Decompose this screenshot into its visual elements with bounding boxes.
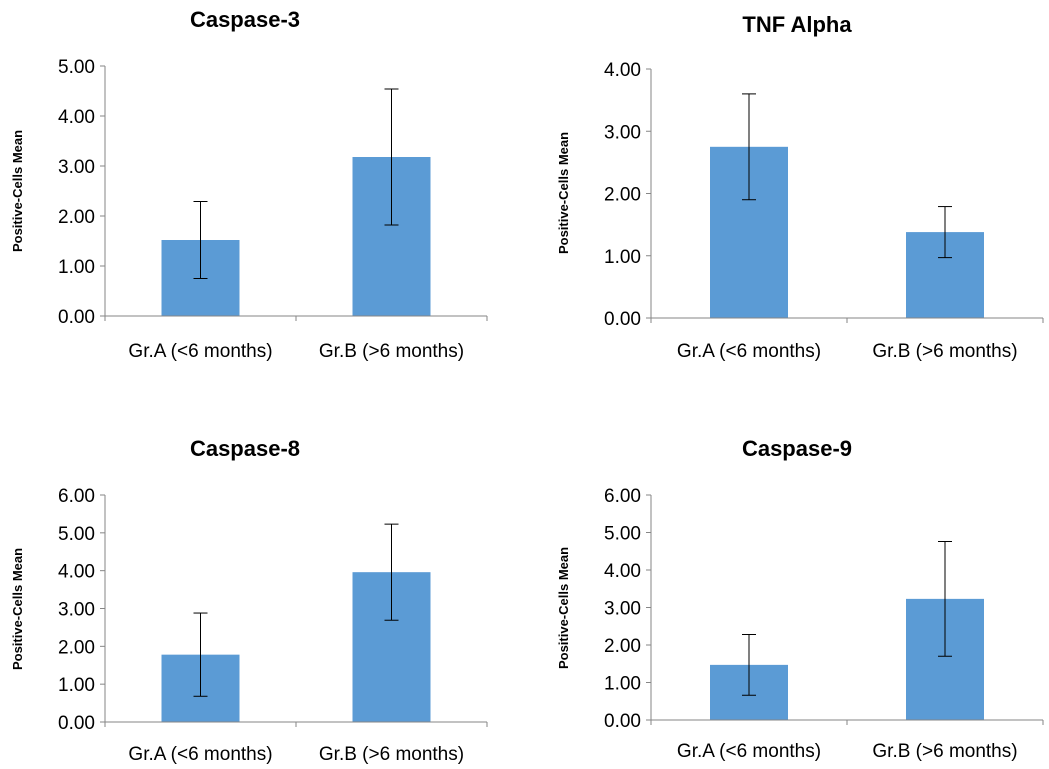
chart-title: TNF Alpha	[742, 12, 852, 37]
category-label-group-b: Gr.B (>6 months)	[872, 341, 1017, 362]
error-bars	[742, 541, 952, 696]
y-axis-ticks: 0.00 1.00 2.00 3.00 4.00 5.00	[58, 57, 488, 328]
y-tick-label: 0.00	[604, 309, 641, 330]
error-bar	[742, 93, 756, 201]
y-tick-label: 4.00	[58, 107, 95, 128]
y-tick-label: 2.00	[604, 636, 641, 657]
caspase-9-chart: Caspase-9 Positive-Cells Mean 0.00 1.00 2.…	[556, 436, 1044, 762]
category-label-group-a: Gr.A (<6 months)	[128, 341, 272, 362]
chart-title: Caspase-9	[742, 436, 852, 461]
y-tick-label: 6.00	[58, 486, 95, 507]
chart-title: Caspase-8	[190, 436, 300, 461]
category-label-group-b: Gr.B (>6 months)	[319, 744, 464, 765]
error-bar	[938, 541, 952, 657]
y-tick-label: 4.00	[604, 561, 641, 582]
y-tick-label: 1.00	[604, 247, 641, 268]
y-tick-label: 1.00	[58, 257, 95, 278]
category-label-group-a: Gr.A (<6 months)	[128, 744, 272, 765]
y-axis-ticks: 0.00 1.00 2.00 3.00 4.00 5.00 6.00	[604, 486, 1044, 732]
y-tick-label: 2.00	[58, 637, 95, 658]
y-tick-label: 2.00	[604, 185, 641, 206]
error-bars	[193, 523, 399, 697]
bars	[710, 146, 984, 318]
tnf-alpha-chart: TNF Alpha Positive-Cells Mean 0.00 1.00 2.…	[556, 12, 1044, 362]
y-tick-label: 4.00	[604, 60, 641, 81]
y-tick-label: 3.00	[604, 122, 641, 143]
y-tick-label: 4.00	[58, 562, 95, 583]
chart-title: Caspase-3	[190, 7, 300, 32]
y-tick-label: 5.00	[58, 524, 95, 545]
y-tick-label: 2.00	[58, 207, 95, 228]
error-bar	[742, 634, 756, 696]
caspase-8-chart: Caspase-8 Positive-Cells Mean 0.00 1.00 2.…	[10, 436, 488, 765]
y-tick-label: 5.00	[604, 524, 641, 545]
error-bar	[938, 206, 952, 259]
y-axis-label: Positive-Cells Mean	[10, 130, 25, 252]
y-tick-label: 3.00	[58, 157, 95, 178]
y-tick-label: 3.00	[604, 599, 641, 620]
y-axis-label: Positive-Cells Mean	[556, 132, 571, 254]
y-tick-label: 1.00	[604, 674, 641, 695]
y-tick-label: 0.00	[604, 711, 641, 732]
bars	[161, 157, 431, 316]
error-bar	[384, 523, 399, 621]
y-axis-ticks: 0.00 1.00 2.00 3.00 4.00	[604, 60, 1044, 330]
y-tick-label: 5.00	[58, 57, 95, 78]
error-bar	[193, 612, 208, 697]
category-label-group-b: Gr.B (>6 months)	[319, 341, 464, 362]
y-axis-label: Positive-Cells Mean	[556, 547, 571, 669]
bars	[710, 598, 984, 720]
category-label-group-a: Gr.A (<6 months)	[677, 341, 821, 362]
bars	[161, 572, 431, 722]
category-label-group-a: Gr.A (<6 months)	[677, 741, 821, 762]
category-label-group-b: Gr.B (>6 months)	[872, 741, 1017, 762]
caspase-3-chart: Caspase-3 Positive-Cells Mean 0.00 1.00 2.…	[10, 7, 488, 362]
error-bars	[742, 93, 952, 259]
y-tick-label: 3.00	[58, 600, 95, 621]
y-tick-label: 1.00	[58, 675, 95, 696]
y-tick-label: 0.00	[58, 307, 95, 328]
error-bar	[384, 88, 399, 226]
error-bars	[193, 88, 399, 279]
y-axis-ticks: 0.00 1.00 2.00 3.00 4.00 5.00 6.00	[58, 486, 488, 734]
y-axis-label: Positive-Cells Mean	[10, 548, 25, 670]
error-bar	[193, 201, 208, 279]
y-tick-label: 6.00	[604, 486, 641, 507]
y-tick-label: 0.00	[58, 713, 95, 734]
